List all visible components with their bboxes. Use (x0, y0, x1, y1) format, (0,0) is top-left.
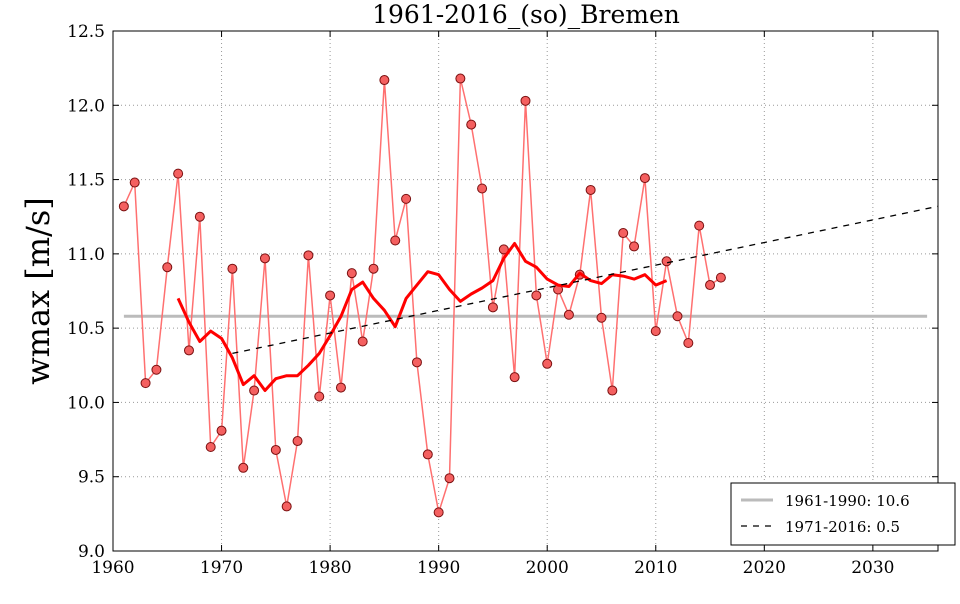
y-tick-label: 11.5 (67, 171, 105, 191)
annual-data-point (281, 501, 292, 512)
annual-data-point (379, 75, 390, 86)
annual-data-point (368, 263, 379, 274)
annual-data-point (531, 290, 542, 301)
running-mean-line (176, 242, 668, 392)
annual-data-point (205, 442, 216, 452)
annual-data-point (335, 382, 346, 393)
y-tick-label: 9.0 (78, 542, 105, 562)
annual-data-point (173, 168, 184, 179)
x-tick-label: 2000 (526, 558, 569, 578)
y-tick-label: 12.0 (67, 96, 105, 116)
annual-data-point (118, 201, 129, 212)
x-tick-label: 2030 (851, 558, 894, 578)
annual-data-point (292, 436, 303, 447)
annual-data-point (270, 444, 281, 455)
y-tick-label: 10.5 (67, 319, 105, 339)
x-tick-label: 1960 (91, 558, 134, 578)
annual-data-point (444, 473, 455, 484)
annual-data-point (466, 119, 477, 130)
annual-data-point (661, 256, 672, 267)
annual-data-point (357, 336, 368, 347)
chart-title: 1961-2016_(so)_Bremen (372, 0, 680, 29)
annual-data-point (140, 378, 151, 389)
legend: 1961-1990: 10.6 1971-2016: 0.5 (730, 482, 956, 546)
y-tick-label: 9.5 (78, 468, 105, 488)
y-tick-label: 12.5 (67, 22, 105, 42)
x-tick-label: 1970 (200, 558, 243, 578)
y-tick-label: 10.0 (67, 393, 105, 413)
legend-trend-label: 1971-2016: 0.5 (785, 518, 900, 536)
annual-data-point (303, 250, 314, 261)
annual-data-point (433, 507, 444, 518)
x-tick-label: 2010 (634, 558, 677, 578)
annual-data-point (162, 262, 173, 273)
annual-data-point (216, 425, 227, 436)
annual-data-point (455, 73, 466, 84)
x-tick-label: 1980 (308, 558, 351, 578)
annual-data-point (683, 338, 694, 348)
annual-data-point (650, 326, 661, 337)
annual-data-point (325, 290, 336, 301)
annual-data-point (520, 95, 531, 106)
annual-data-point (607, 385, 618, 396)
annual-data-point (694, 220, 705, 231)
annual-data-point (422, 449, 433, 460)
annual-data-point (238, 462, 249, 473)
annual-data-point (227, 263, 238, 274)
annual-data-point (487, 302, 498, 313)
trend-line (232, 205, 939, 355)
annual-data-point (194, 211, 205, 222)
annual-data-point (401, 193, 412, 204)
annual-data-point (563, 309, 574, 320)
annual-data-point (629, 241, 640, 252)
annual-series-line (123, 78, 722, 513)
annual-data-point (390, 235, 401, 246)
annual-data-point (498, 244, 509, 255)
annual-data-point (346, 268, 357, 279)
annual-data-point (618, 228, 629, 239)
annual-data-point (715, 272, 726, 283)
annual-data-point (585, 184, 596, 195)
annual-data-point (151, 364, 162, 375)
annual-data-point (259, 253, 270, 264)
annual-data-point (672, 311, 683, 322)
annual-data-point (129, 177, 140, 188)
annual-data-point (411, 357, 422, 368)
annual-data-point (183, 345, 194, 356)
x-tick-label: 2020 (743, 558, 786, 578)
plot-frame (112, 30, 939, 552)
annual-data-point (314, 391, 325, 402)
legend-baseline-label: 1961-1990: 10.6 (785, 492, 910, 510)
annual-data-point (249, 385, 260, 396)
annual-data-point (509, 372, 520, 383)
ticks: 1960 1970 1980 1990 2000 2010 2020 2030 9.0 9.5 10… (67, 22, 938, 578)
annual-data-point (477, 183, 488, 194)
series (118, 73, 939, 518)
y-tick-label: 11.0 (67, 245, 105, 265)
legend-box (730, 482, 956, 546)
annual-data-point (542, 358, 553, 369)
annual-data-point (705, 280, 716, 291)
annual-data-point (596, 312, 607, 323)
x-tick-label: 1990 (417, 558, 460, 578)
annual-data-point (639, 173, 650, 184)
y-axis-label: wmax [m/s] (19, 197, 57, 385)
